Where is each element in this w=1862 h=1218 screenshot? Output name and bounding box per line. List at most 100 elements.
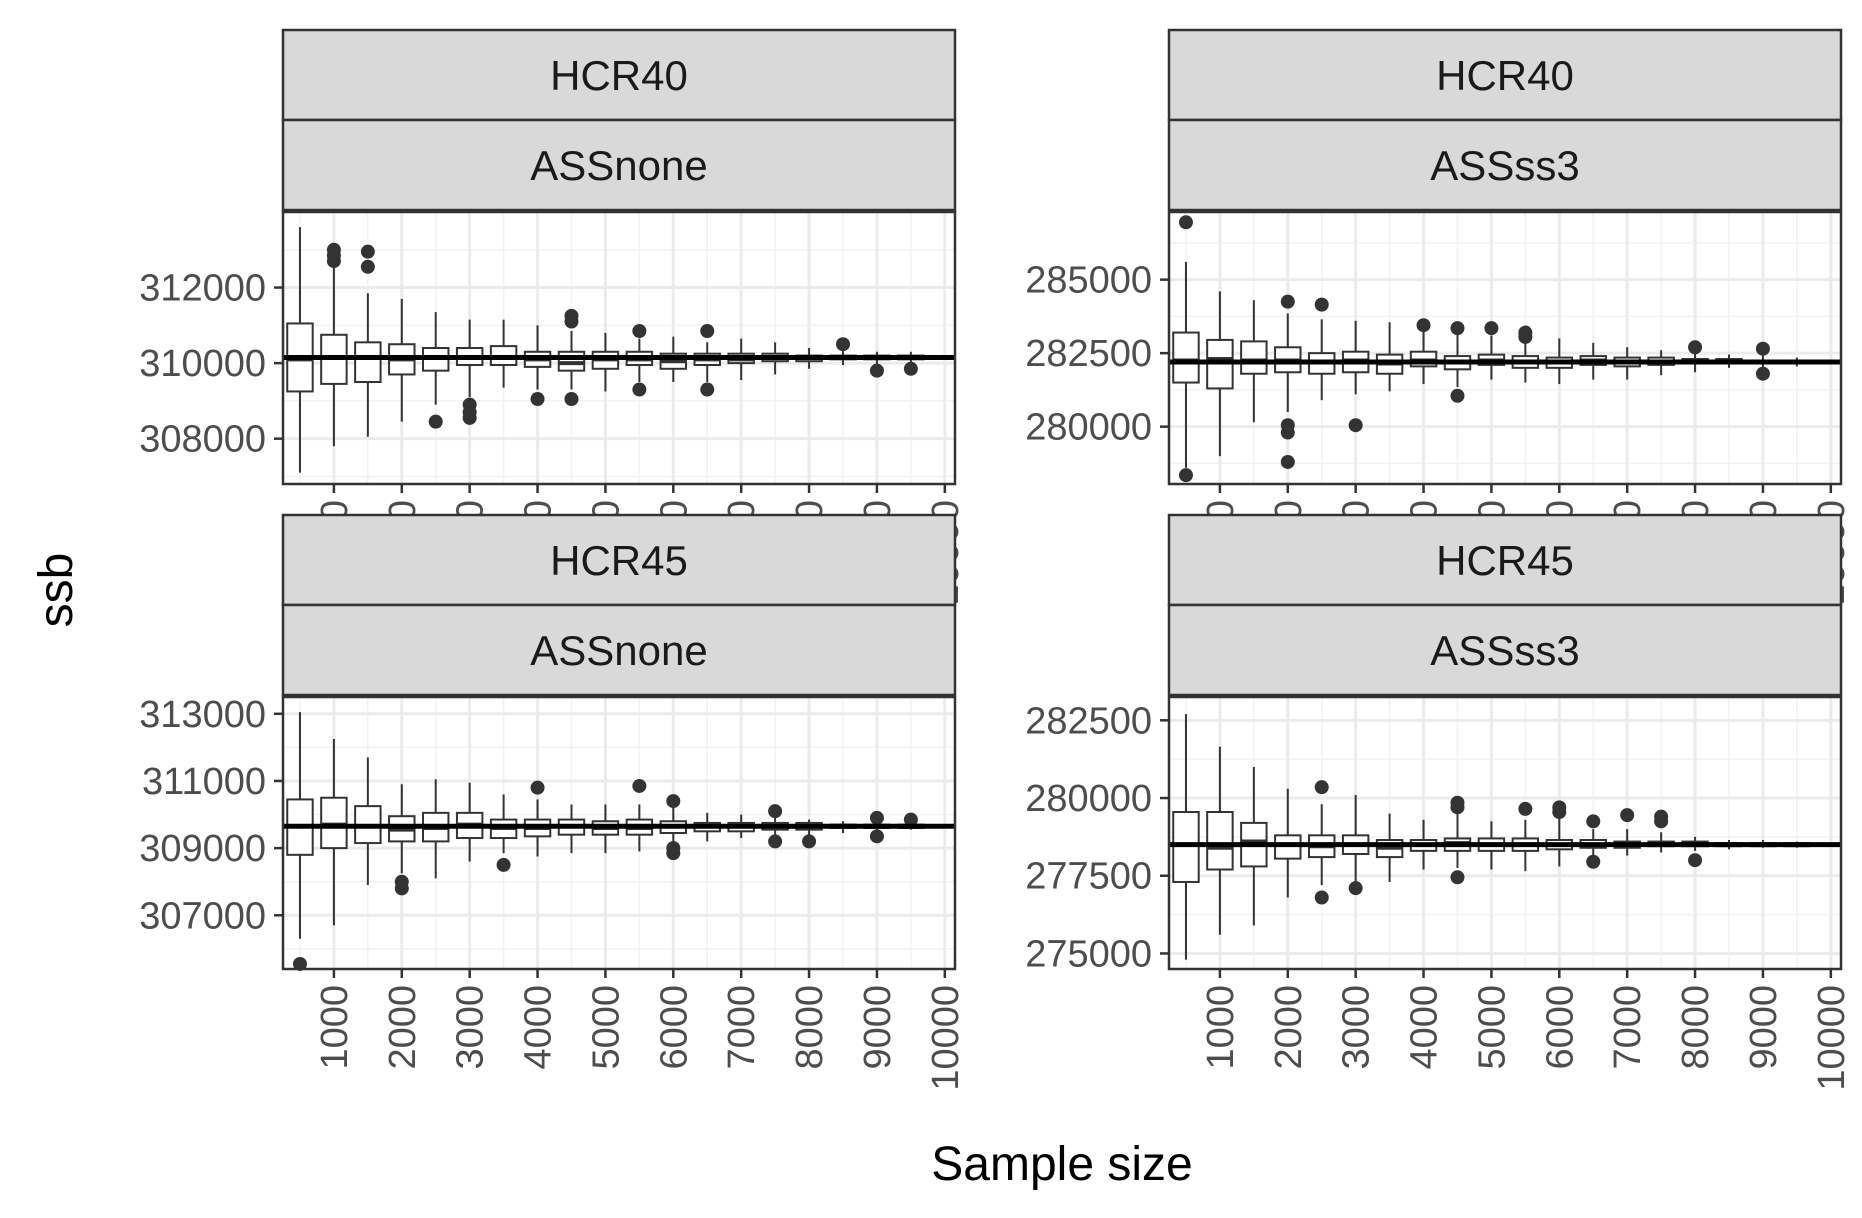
x-tick-label: 5000 xyxy=(585,985,627,1070)
x-tick-label: 5000 xyxy=(1471,985,1513,1070)
outlier-point xyxy=(530,780,545,795)
outlier-point xyxy=(1552,800,1567,815)
x-tick-label: 7000 xyxy=(1607,985,1649,1070)
y-tick-label: 282500 xyxy=(1025,700,1152,742)
outlier-point xyxy=(360,259,375,274)
y-tick-label: 310000 xyxy=(139,343,266,385)
outlier-point xyxy=(632,382,647,397)
outlier-point xyxy=(1755,366,1770,381)
outlier-point xyxy=(1348,418,1363,433)
y-tick-label: 309000 xyxy=(139,828,266,870)
boxplot-1000 xyxy=(320,738,348,926)
y-tick-label: 313000 xyxy=(139,694,266,736)
outlier-point xyxy=(1450,795,1465,810)
x-tick-label: 3000 xyxy=(450,985,492,1070)
facet-strip-box xyxy=(1167,513,1843,607)
outlier-point xyxy=(802,834,817,849)
plot-panel-border xyxy=(1167,695,1843,971)
facet-strip-label: HCR45 xyxy=(550,537,688,584)
x-tick-label: 9000 xyxy=(1743,985,1785,1070)
outlier-point xyxy=(1484,321,1499,336)
x-tick-label: 10000 xyxy=(925,985,967,1091)
iqr-box xyxy=(354,341,382,384)
facet-strip-label: ASSnone xyxy=(530,627,707,674)
facet-panel-4: HCR45 ASSss3 275000 277500 280000 282500 1000 2… xyxy=(1025,513,1853,1091)
outlier-point xyxy=(1280,454,1295,469)
y-tick-label: 282500 xyxy=(1025,333,1152,375)
facet-strip-box xyxy=(1167,118,1843,212)
x-tick-label: 10000 xyxy=(1811,985,1853,1091)
x-tick-label: 4000 xyxy=(1404,985,1446,1070)
facet-strip-box xyxy=(1167,28,1843,122)
facet-strip-label: HCR45 xyxy=(1436,537,1574,584)
facet-strip-label: ASSss3 xyxy=(1430,627,1579,674)
y-tick-label: 308000 xyxy=(139,419,266,461)
outlier-point xyxy=(1586,814,1601,829)
x-tick-label: 6000 xyxy=(1539,985,1581,1070)
facet-strip-box xyxy=(1167,603,1843,697)
iqr-box xyxy=(1206,811,1234,871)
outlier-point xyxy=(836,337,850,352)
outlier-point xyxy=(326,242,341,257)
x-tick-label: 8000 xyxy=(789,985,831,1070)
outlier-point xyxy=(360,244,375,259)
facet-strip-label: HCR40 xyxy=(550,52,688,99)
outlier-point xyxy=(1314,297,1329,312)
x-tick-label: 1000 xyxy=(314,985,356,1070)
facet-strip-box xyxy=(281,603,957,697)
outlier-point xyxy=(700,324,715,338)
x-tick-label: 1000 xyxy=(1200,985,1242,1070)
outlier-point xyxy=(564,308,579,323)
y-tick-label: 311000 xyxy=(142,761,266,803)
plot-panel-border xyxy=(281,695,957,971)
outlier-point xyxy=(1450,321,1465,336)
plot-panel-border xyxy=(1167,210,1843,486)
outlier-point xyxy=(292,956,307,971)
iqr-box xyxy=(1172,331,1200,384)
outlier-point xyxy=(1518,325,1533,340)
outlier-point xyxy=(666,841,681,856)
y-tick-label: 312000 xyxy=(139,268,266,310)
outlier-point xyxy=(700,382,715,397)
y-tick-label: 285000 xyxy=(1025,260,1152,302)
outlier-point xyxy=(768,834,783,849)
x-tick-label: 2000 xyxy=(1268,985,1310,1070)
outlier-point xyxy=(1654,809,1669,824)
outlier-point xyxy=(632,324,647,338)
y-tick-label: 307000 xyxy=(139,895,266,937)
outlier-point xyxy=(1755,341,1770,356)
outlier-point xyxy=(564,392,579,406)
boxplot-500 xyxy=(1172,215,1200,483)
outlier-point xyxy=(768,804,783,819)
outlier-point xyxy=(394,874,409,889)
outlier-point xyxy=(903,361,918,376)
outlier-point xyxy=(1348,881,1363,896)
plot-panel-background xyxy=(1169,212,1841,484)
x-tick-label: 3000 xyxy=(1336,985,1378,1070)
boxplot-1000 xyxy=(1206,746,1234,935)
facet-strip-box xyxy=(281,118,957,212)
plot-panel-border xyxy=(281,210,957,486)
y-tick-label: 280000 xyxy=(1025,407,1152,449)
facet-strip-label: HCR40 xyxy=(1436,52,1574,99)
x-tick-label: 4000 xyxy=(518,985,560,1070)
iqr-box xyxy=(1240,340,1268,375)
outlier-point xyxy=(1586,854,1601,869)
boxplot-2000 xyxy=(388,784,416,896)
x-tick-label: 8000 xyxy=(1675,985,1717,1070)
outlier-point xyxy=(869,829,884,844)
facet-strip-box xyxy=(281,513,957,607)
outlier-point xyxy=(869,810,884,825)
outlier-point xyxy=(1450,388,1465,403)
x-tick-label: 7000 xyxy=(721,985,763,1070)
outlier-point xyxy=(1620,808,1635,823)
facet-panel-3: HCR45 ASSnone 307000 309000 311000 313000 1000… xyxy=(139,513,967,1091)
outlier-point xyxy=(1688,853,1703,868)
outlier-point xyxy=(1280,294,1295,309)
outlier-point xyxy=(1688,340,1703,355)
outlier-point xyxy=(1314,890,1329,905)
outlier-point xyxy=(1314,780,1329,795)
plot-panel-background xyxy=(1169,697,1841,969)
plot-panel-background xyxy=(283,212,955,484)
